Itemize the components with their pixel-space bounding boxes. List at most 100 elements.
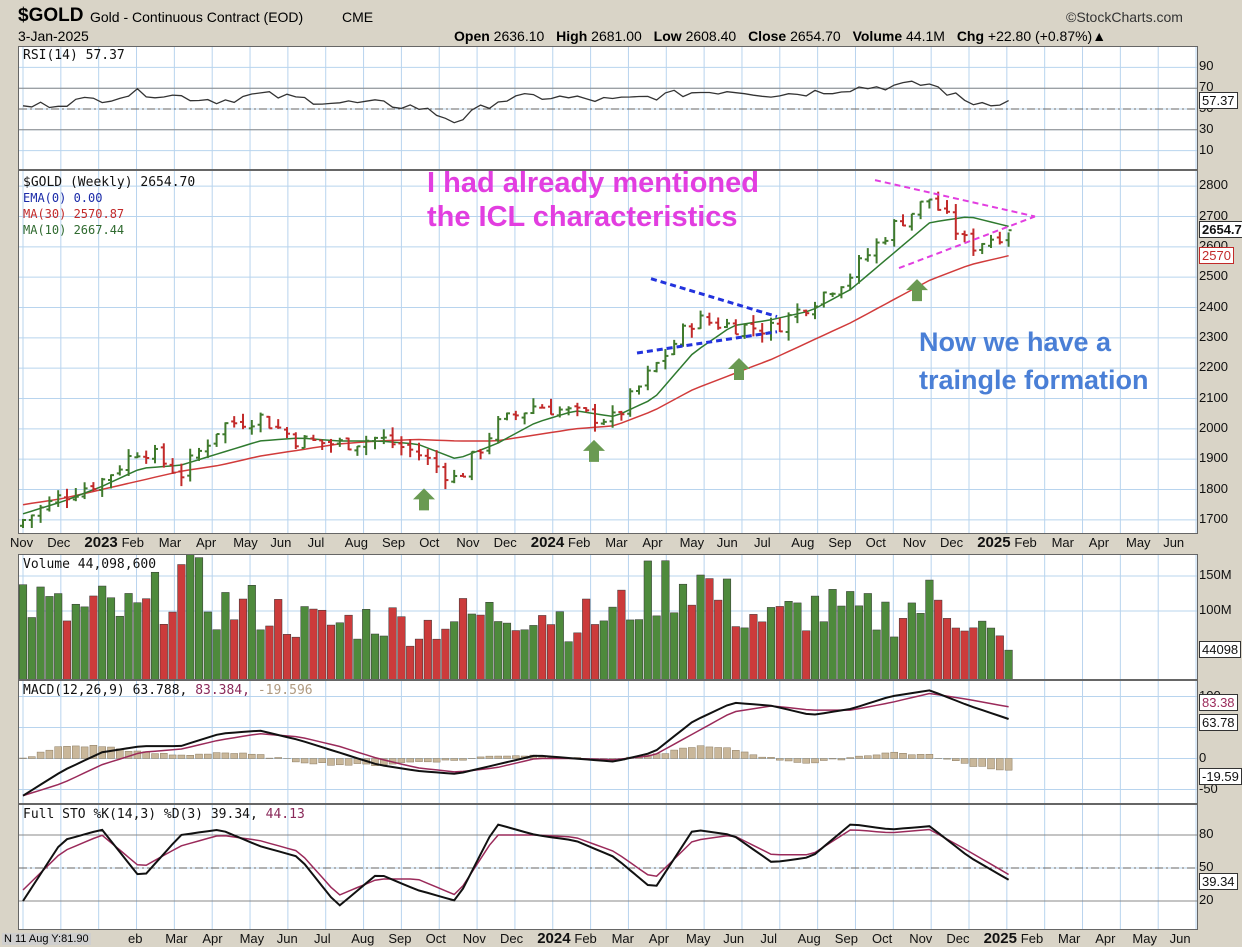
macd-hist-bar	[196, 754, 203, 758]
trendline-upper	[651, 279, 777, 317]
price-panel: $GOLD (Weekly) 2654.70 EMA(0) 0.00 MA(30…	[18, 170, 1198, 534]
x-tick-top: Dec	[494, 535, 517, 550]
volume-bar	[626, 620, 634, 680]
macd-hist-bar	[979, 759, 986, 767]
ma10-line	[23, 217, 1009, 514]
volume-bar	[802, 631, 810, 680]
volume-bar	[63, 621, 71, 680]
rsi-label: RSI(14) 57.37	[23, 48, 125, 63]
x-tick-top: May	[1126, 535, 1151, 550]
volume-bar	[609, 607, 617, 680]
macd-hist-bar	[81, 747, 88, 759]
macd-hist-bar	[715, 748, 722, 759]
macd-hist-bar	[706, 747, 713, 759]
macd-hist-bar	[486, 756, 493, 758]
x-tick-bottom: Jul	[314, 931, 331, 946]
sto-label-d: 44.13	[266, 807, 305, 822]
x-tick-top: 2024	[531, 534, 564, 551]
macd-hist-bar	[28, 757, 35, 759]
volume-bar	[838, 606, 846, 680]
volume-bar	[600, 621, 608, 680]
macd-label-main: MACD(12,26,9) 63.788,	[23, 683, 187, 698]
rsi-tick: 90	[1199, 58, 1213, 73]
volume-bar	[644, 561, 652, 680]
volume-bar	[371, 634, 379, 680]
x-tick-bottom: Sep	[388, 931, 411, 946]
x-tick-bottom: Nov	[909, 931, 932, 946]
ohlc-bar: Open 2636.10 High 2681.00 Low 2608.40 Cl…	[454, 28, 1114, 44]
macd-hist-bar	[732, 750, 739, 758]
ohlc-value: 2654.70	[790, 28, 845, 44]
volume-bar	[978, 621, 986, 680]
x-tick-top: Jul	[308, 535, 325, 550]
volume-bar	[160, 624, 168, 680]
volume-bar	[389, 608, 397, 680]
x-tick-top: Jun	[1163, 535, 1184, 550]
macd-hist-bar	[776, 759, 783, 761]
volume-bar	[794, 603, 802, 680]
ohlc-value: +22.80 (+0.87%)▲	[988, 28, 1106, 44]
volume-bar	[468, 614, 476, 680]
x-tick-top: Aug	[791, 535, 814, 550]
price-tick: 2800	[1199, 177, 1228, 192]
ohlc-key: Open	[454, 28, 494, 44]
x-tick-top: May	[680, 535, 705, 550]
x-tick-top: Apr	[196, 535, 216, 550]
volume-bar	[679, 584, 687, 680]
annotation-triangle-line1: Now we have a	[919, 327, 1111, 358]
x-tick-top: Nov	[456, 535, 479, 550]
sto-label-main: Full STO %K(14,3) %D(3) 39.34,	[23, 807, 258, 822]
macd-hist-bar	[72, 746, 79, 759]
macd-line	[23, 690, 1009, 795]
price-legend-ema: EMA(0) 0.00	[23, 191, 102, 205]
volume-bar	[521, 630, 529, 680]
volume-bar	[723, 579, 731, 680]
volume-bar	[380, 636, 388, 680]
volume-bar	[354, 639, 362, 680]
rsi-tag: 57.37	[1199, 92, 1238, 109]
sto-d-line	[23, 830, 1009, 895]
brand-logo[interactable]: ©StockCharts.com	[1066, 9, 1183, 25]
ohlc-value: 2681.00	[591, 28, 646, 44]
x-tick-bottom: Jun	[723, 931, 744, 946]
volume-bar	[970, 628, 978, 680]
macd-hist-bar	[820, 759, 827, 761]
volume-bar	[186, 555, 194, 680]
annotation-icl-line2: the ICL characteristics	[427, 201, 738, 234]
macd-hist-bar	[231, 753, 238, 758]
x-tick-bottom: Oct	[872, 931, 892, 946]
macd-hist-bar	[407, 759, 414, 763]
x-tick-top: May	[233, 535, 258, 550]
volume-bar	[926, 580, 934, 680]
volume-bar	[257, 630, 265, 680]
volume-bar	[538, 615, 546, 680]
volume-bar	[213, 630, 221, 680]
volume-bar	[125, 593, 133, 680]
macd-hist-bar	[961, 759, 968, 764]
annotation-triangle-line2: traingle formation	[919, 365, 1149, 396]
x-tick-bottom: Mar	[1058, 931, 1080, 946]
sto-tag: 39.34	[1199, 873, 1238, 890]
volume-chart	[19, 555, 1198, 680]
macd-tag-signal: 83.38	[1199, 694, 1238, 711]
macd-hist-bar	[310, 759, 317, 764]
volume-bar	[1005, 650, 1013, 680]
price-tick: 1800	[1199, 481, 1228, 496]
volume-bar	[424, 620, 432, 680]
macd-chart	[19, 681, 1198, 804]
macd-hist-bar	[398, 759, 405, 763]
arrow-feb	[583, 440, 605, 462]
x-tick-bottom: Jun	[277, 931, 298, 946]
x-tick-top: Dec	[940, 535, 963, 550]
ohlc-key: Low	[654, 28, 686, 44]
volume-bar	[706, 579, 714, 680]
volume-bar	[503, 623, 511, 680]
macd-hist-bar	[900, 753, 907, 758]
macd-hist-bar	[433, 759, 440, 763]
volume-bar	[618, 590, 626, 680]
volume-bar	[301, 607, 309, 680]
macd-hist-bar	[336, 759, 343, 765]
price-tick: 2300	[1199, 329, 1228, 344]
x-tick-top: Jun	[717, 535, 738, 550]
macd-hist-bar	[1005, 759, 1012, 771]
